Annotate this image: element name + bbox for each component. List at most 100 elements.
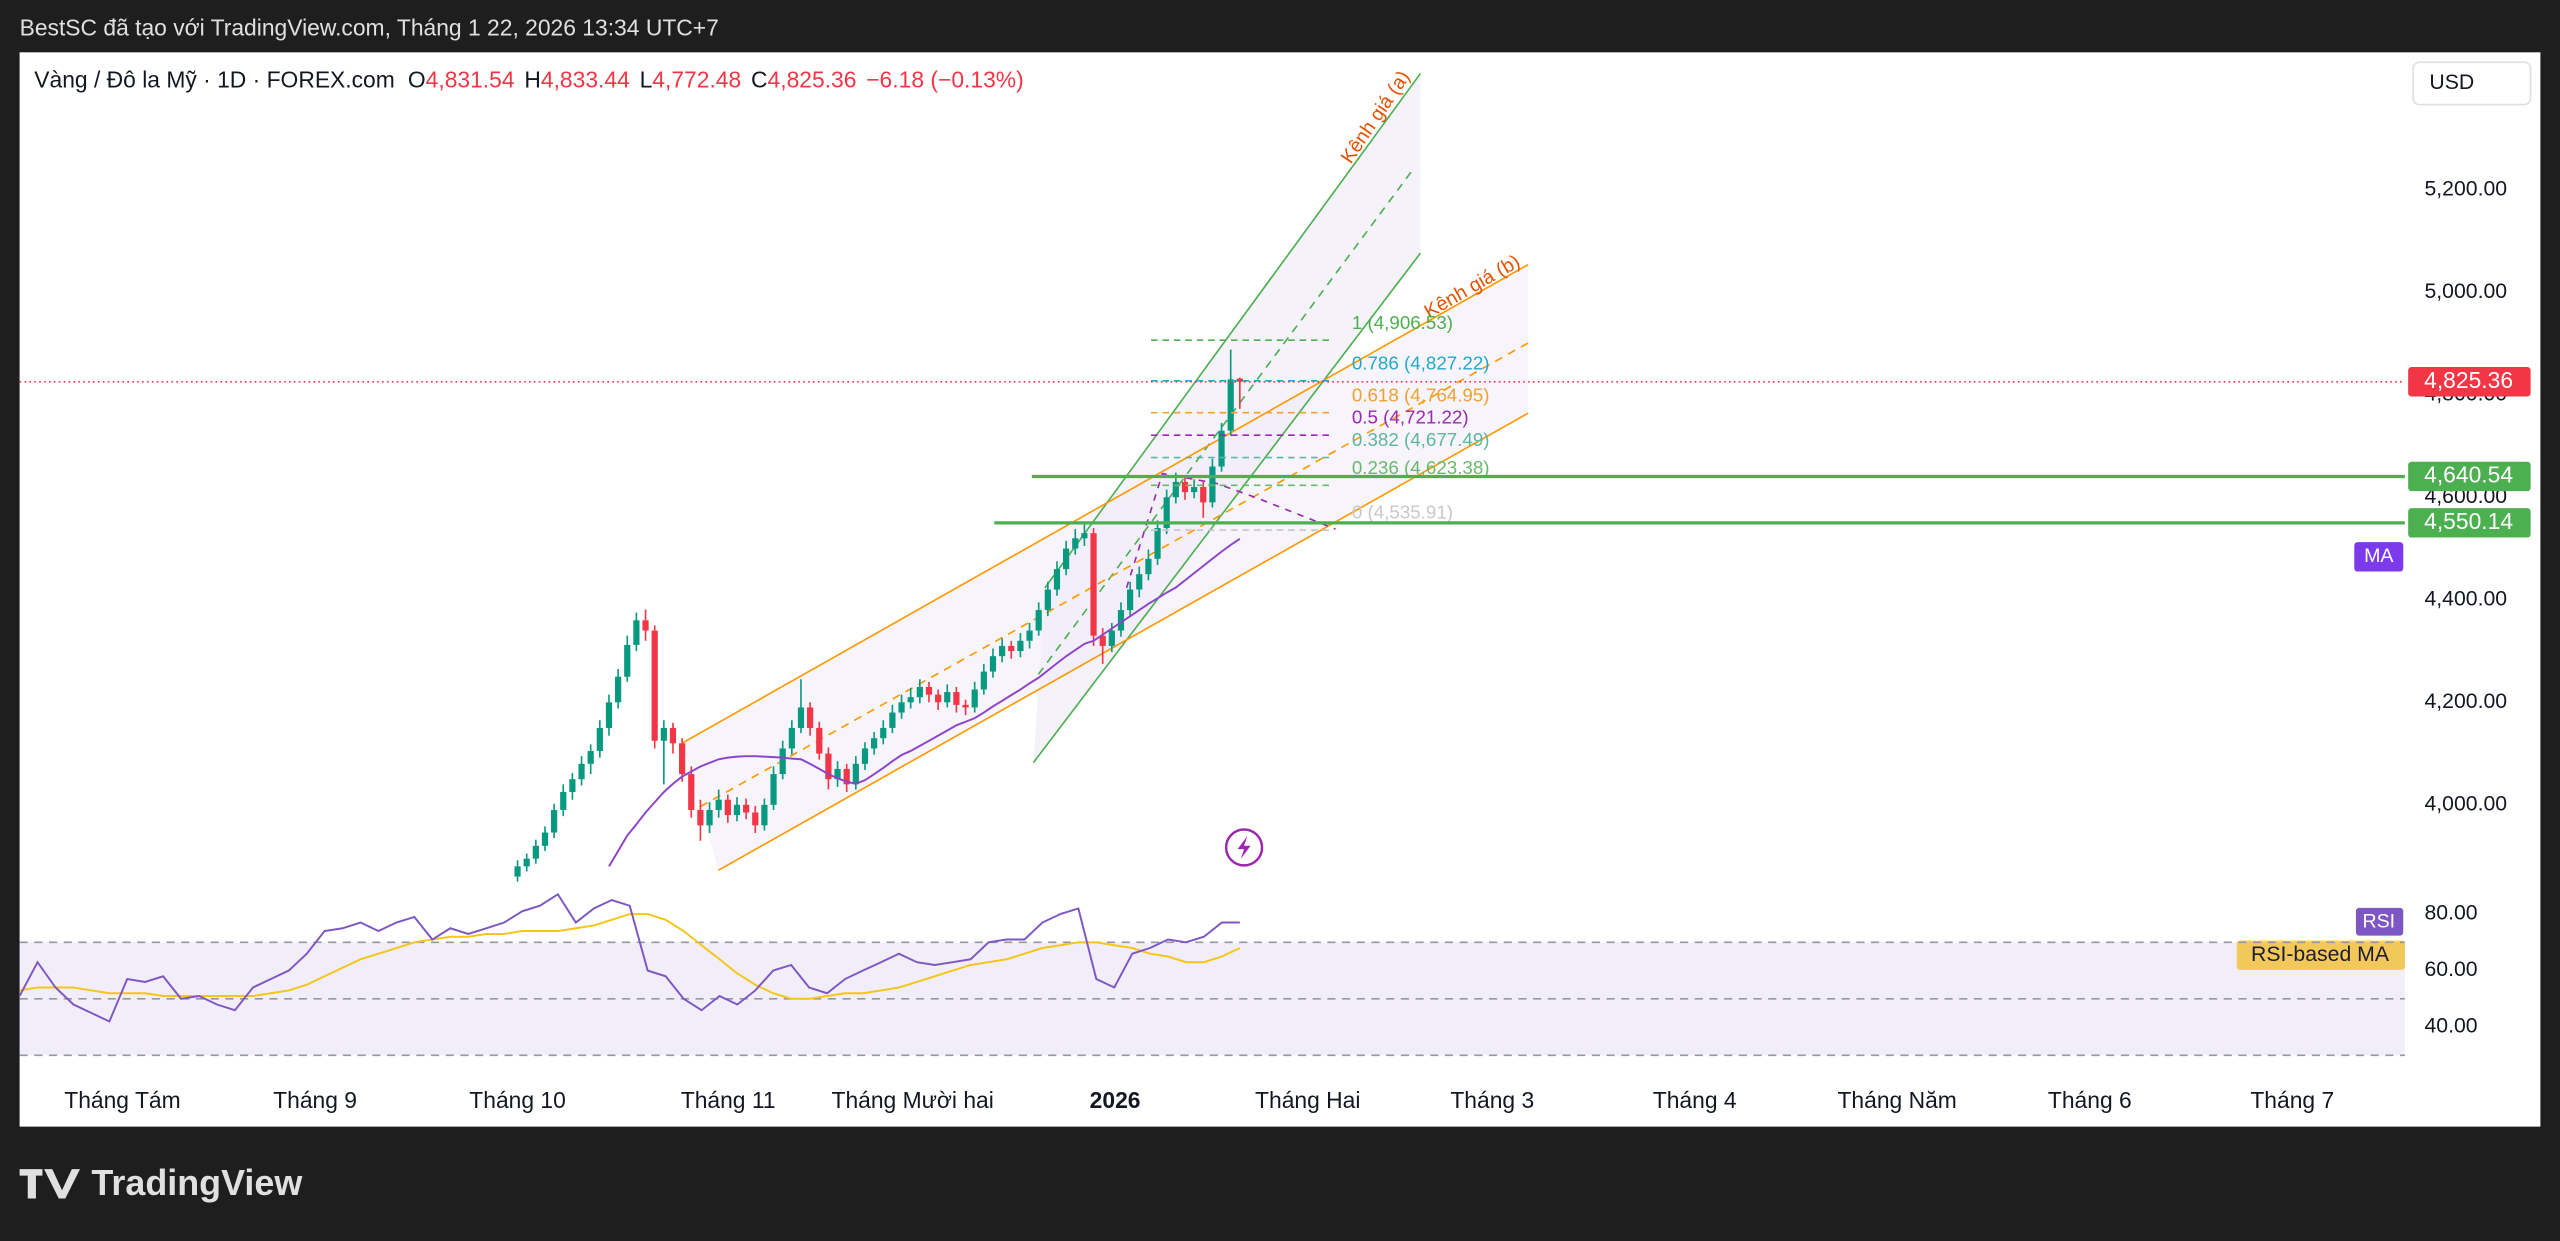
rsi-tick-label: 40.00 <box>2424 1015 2477 1038</box>
candle-body <box>1053 569 1061 590</box>
candle-body <box>651 630 658 741</box>
x-tick-label: Tháng Tám <box>64 1087 180 1113</box>
candle-body <box>743 804 750 813</box>
channel-a-lower <box>1032 252 1422 764</box>
candle-body <box>551 809 558 833</box>
ohlc-value: 4,772.48 <box>652 67 741 93</box>
candle-body <box>816 727 823 754</box>
symbol: Vàng / Đô la Mỹ · 1D · FOREX.com <box>34 67 395 93</box>
candle-body <box>916 686 923 698</box>
candle-body <box>724 799 731 816</box>
candle-body <box>1236 378 1243 382</box>
ohlc-value: 4,831.54 <box>426 67 515 93</box>
x-tick-label: Tháng Năm <box>1837 1087 1956 1113</box>
rsi-badge <box>2355 907 2404 936</box>
ohlc-value: 4,833.44 <box>541 67 630 93</box>
candle-body <box>569 779 576 793</box>
candle-body <box>825 753 832 780</box>
x-tick-label: Tháng Hai <box>1255 1087 1360 1113</box>
ohlc-key: H <box>524 67 541 93</box>
ohlc-key: L <box>640 67 653 93</box>
candle-body <box>1072 538 1079 549</box>
fib-label: 0.236 (4,623.38) <box>1352 457 1490 478</box>
currency[interactable]: USD <box>2429 71 2474 94</box>
candle-body <box>587 751 594 764</box>
rsi-tick-label: 60.00 <box>2424 958 2477 981</box>
rsi-ma-line <box>19 913 1241 1000</box>
fib-label: 0.5 (4,721.22) <box>1352 407 1469 428</box>
y-tick-label: 4,400.00 <box>2424 587 2507 610</box>
candle-body <box>532 845 539 859</box>
candle-body <box>999 645 1006 657</box>
candle-body <box>1181 481 1189 493</box>
candle-body <box>971 689 978 708</box>
alert-bolt[interactable] <box>1237 836 1251 859</box>
ma-badge-label: MA <box>2364 545 2394 567</box>
x-tick-label: Tháng 4 <box>1653 1087 1737 1113</box>
currency-button[interactable] <box>2412 61 2532 106</box>
candle-body <box>1172 481 1179 498</box>
candle-body <box>578 763 585 780</box>
alert-icon[interactable] <box>1224 828 1264 867</box>
drawings <box>514 73 1529 882</box>
price-badge-label: 4,640.54 <box>2424 462 2513 488</box>
ohlc-value: 4,825.36 <box>768 67 857 93</box>
brand: TradingView <box>19 1162 302 1203</box>
price-badge-label: 4,550.14 <box>2424 508 2513 534</box>
price-badge <box>2408 508 2531 538</box>
candle-body <box>788 727 795 749</box>
fib-label: 0 (4,535.91) <box>1352 502 1453 523</box>
x-tick-label: Tháng Mười hai <box>831 1087 993 1113</box>
channel-b-mid <box>700 342 1529 808</box>
candle-body <box>1145 558 1152 575</box>
price-badge-label: 4,825.36 <box>2424 367 2513 393</box>
change: −6.18 (−0.13%) <box>866 67 1023 93</box>
candle-body <box>1154 528 1161 559</box>
candle-body <box>944 692 951 703</box>
candle-body <box>669 727 677 744</box>
chart-area <box>19 52 2541 1127</box>
x-tick-label: Tháng 3 <box>1450 1087 1534 1113</box>
rsi-ma-badge <box>2236 940 2405 970</box>
candle-body <box>1090 533 1097 636</box>
candle-body <box>615 676 622 703</box>
x-tick-label: Tháng 9 <box>273 1087 357 1113</box>
credit: BestSC đã tạo với TradingView.com, Tháng… <box>20 15 719 41</box>
candle-body <box>596 727 603 752</box>
candle-body <box>633 620 640 645</box>
fib-label: 1 (4,906.53) <box>1352 312 1453 333</box>
candle-body <box>989 656 997 672</box>
candle-body <box>1218 430 1225 467</box>
candle-body <box>697 809 704 826</box>
candle-body <box>560 792 567 810</box>
candle-body <box>624 644 631 677</box>
candle-body <box>541 832 549 846</box>
candle-body <box>852 763 859 785</box>
candle-body <box>898 702 905 713</box>
brand-logo <box>19 1169 81 1199</box>
x-tick-label: Tháng 10 <box>469 1087 566 1113</box>
candle-body <box>807 707 814 728</box>
fib-label: 0.618 (4,764.95) <box>1352 384 1490 405</box>
rsi-line <box>18 892 1240 1023</box>
ma-badge <box>2354 542 2404 572</box>
y-tick-label: 4,000.00 <box>2424 792 2507 815</box>
rsi-ma-badge-label: RSI-based MA <box>2251 943 2390 966</box>
rsi-badge-label: RSI <box>2362 911 2395 933</box>
candle-body <box>715 799 722 810</box>
candle-body <box>861 748 869 764</box>
candle-body <box>770 774 777 805</box>
candle-body <box>688 774 695 810</box>
candle-body <box>1035 610 1042 631</box>
x-tick-label: Tháng 7 <box>2250 1087 2334 1113</box>
candle-body <box>679 743 686 775</box>
candle-body <box>1008 645 1015 652</box>
channel-a-mid <box>1037 167 1415 675</box>
candle-body <box>1081 533 1088 539</box>
candle-body <box>761 804 768 826</box>
candle-body <box>1209 466 1216 503</box>
candle-body <box>880 727 887 739</box>
candle-body <box>752 812 759 826</box>
candle-body <box>1099 635 1106 646</box>
